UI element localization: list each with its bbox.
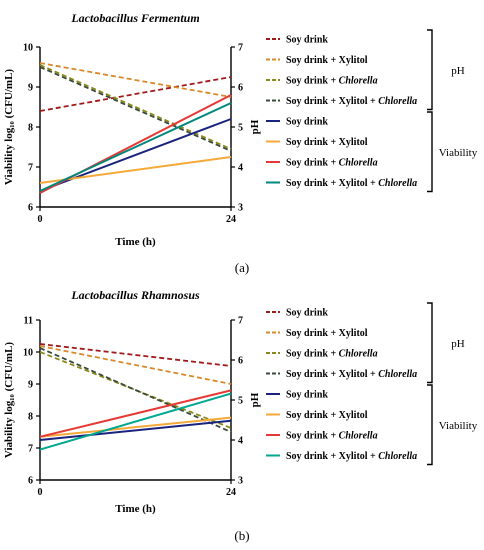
legend-group-label: pH bbox=[451, 338, 465, 350]
series-line-viability-6 bbox=[39, 416, 232, 438]
legend-entry-label: Soy drink + Chlorella bbox=[286, 158, 378, 169]
series-line-viability-5 bbox=[39, 419, 232, 441]
legend-group-label: Viability bbox=[439, 420, 478, 432]
legend-entry-label: Soy drink + Xylitol + Chlorella bbox=[286, 96, 417, 107]
legend-entry-label: Soy drink + Xylitol bbox=[286, 410, 368, 421]
legend-entry-label: Soy drink bbox=[286, 390, 328, 401]
panel-caption: (a) bbox=[235, 260, 249, 275]
series-line-ph-2 bbox=[39, 345, 232, 385]
legend-entry-label: Soy drink + Chlorella bbox=[286, 431, 378, 442]
y2-tick-label: 3 bbox=[238, 476, 243, 487]
series-line-viability-6 bbox=[39, 156, 232, 184]
legend-entry-label: Soy drink + Chlorella bbox=[286, 349, 378, 360]
y-axis-label: Viability log₁₀ (CFU/mL) bbox=[3, 342, 15, 459]
series-line-ph-4 bbox=[39, 347, 232, 433]
y2-tick-label: 3 bbox=[238, 203, 243, 214]
legend-entry-label: Soy drink + Xylitol bbox=[286, 55, 368, 66]
y2-tick-label: 5 bbox=[238, 396, 243, 407]
x-tick-label: 0 bbox=[38, 214, 43, 225]
y-tick-label: 7 bbox=[28, 444, 33, 455]
series-line-viability-8 bbox=[39, 392, 232, 451]
series-line-ph-1 bbox=[39, 343, 232, 367]
y2-tick-label: 4 bbox=[238, 436, 243, 447]
x-tick-label: 24 bbox=[226, 214, 236, 225]
legend-entry-label: Soy drink + Xylitol bbox=[286, 328, 368, 339]
y2-tick-label: 4 bbox=[238, 163, 243, 174]
y2-tick-label: 7 bbox=[238, 316, 243, 327]
series-line-viability-5 bbox=[39, 118, 232, 192]
y-tick-label: 9 bbox=[28, 83, 33, 94]
series-line-viability-7 bbox=[39, 389, 232, 438]
series-line-ph-3 bbox=[39, 64, 232, 150]
legend-group-label: pH bbox=[451, 65, 465, 77]
y2-tick-label: 7 bbox=[238, 43, 243, 54]
y-tick-label: 10 bbox=[23, 43, 33, 54]
legend-group-bracket bbox=[427, 384, 433, 466]
y-tick-label: 10 bbox=[23, 348, 33, 359]
legend-entry-label: Soy drink bbox=[286, 35, 328, 46]
y2-tick-label: 6 bbox=[238, 356, 243, 367]
series-line-ph-1 bbox=[39, 76, 232, 112]
chart-panel-1: Lactobacillus Fermentum 6 7 8 9 10 3 4 5 6 7 0 24 Via… bbox=[3, 11, 478, 275]
legend-entry-label: Soy drink + Xylitol bbox=[286, 137, 368, 148]
y-tick-label: 6 bbox=[28, 203, 33, 214]
y-tick-label: 7 bbox=[28, 163, 33, 174]
x-tick-label: 24 bbox=[226, 487, 236, 498]
y-tick-label: 8 bbox=[28, 123, 33, 134]
legend-group-bracket bbox=[427, 302, 433, 384]
legend-entry-label: Soy drink + Xylitol + Chlorella bbox=[286, 369, 417, 380]
panel-caption: (b) bbox=[234, 528, 249, 543]
chart-panel-2: Lactobacillus Rhamnosus 6 7 8 9 10 11 3 4 5 6 7 0 24 V… bbox=[3, 288, 478, 543]
y-tick-label: 11 bbox=[24, 316, 33, 327]
series-line-ph-4 bbox=[39, 66, 232, 152]
series-line-ph-2 bbox=[39, 62, 232, 98]
y2-axis-label: pH bbox=[249, 119, 261, 134]
legend-group-bracket bbox=[427, 111, 433, 193]
y2-axis-label: pH bbox=[249, 392, 261, 407]
legend-entry-label: Soy drink + Chlorella bbox=[286, 76, 378, 87]
legend-entry-label: Soy drink bbox=[286, 308, 328, 319]
y-tick-label: 9 bbox=[28, 380, 33, 391]
y2-tick-label: 6 bbox=[238, 83, 243, 94]
legend-entry-label: Soy drink + Xylitol + Chlorella bbox=[286, 178, 417, 189]
legend-group-label: Viability bbox=[439, 147, 478, 159]
series-line-viability-8 bbox=[39, 102, 232, 192]
series-line-ph-3 bbox=[39, 351, 232, 429]
y-axis-label: Viability log₁₀ (CFU/mL) bbox=[3, 69, 15, 186]
legend-entry-label: Soy drink + Xylitol + Chlorella bbox=[286, 451, 417, 462]
x-tick-label: 0 bbox=[38, 487, 43, 498]
y-tick-label: 6 bbox=[28, 476, 33, 487]
x-axis-label: Time (h) bbox=[115, 503, 156, 515]
y-tick-label: 8 bbox=[28, 412, 33, 423]
chart-title: Lactobacillus Fermentum bbox=[70, 11, 199, 25]
x-axis-label: Time (h) bbox=[115, 236, 156, 248]
legend-entry-label: Soy drink bbox=[286, 117, 328, 128]
legend-group-bracket bbox=[427, 29, 433, 111]
chart-title: Lactobacillus Rhamnosus bbox=[70, 288, 200, 302]
y2-tick-label: 5 bbox=[238, 123, 243, 134]
